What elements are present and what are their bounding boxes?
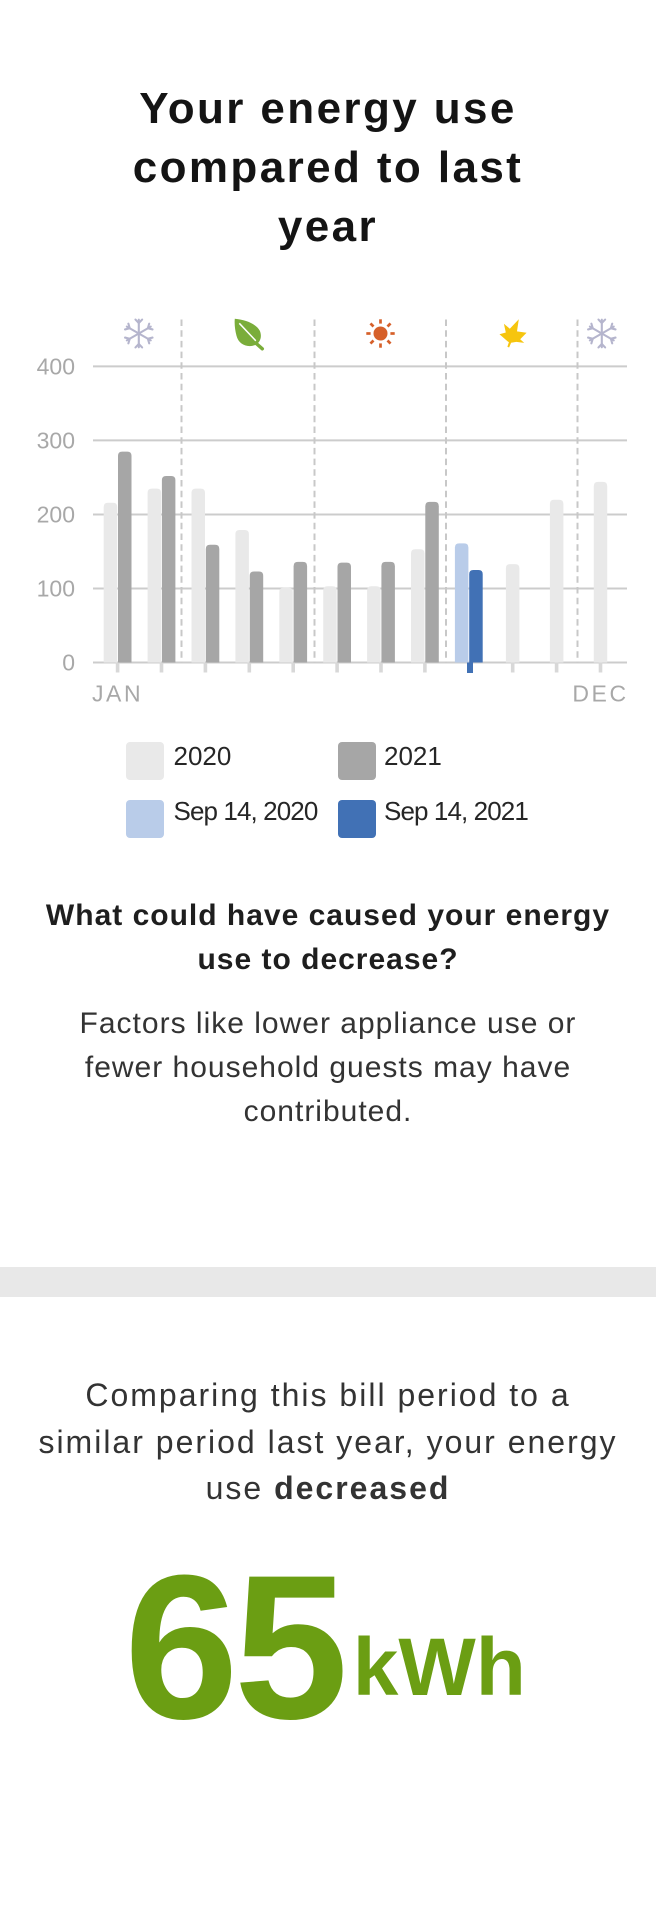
svg-text:JAN: JAN — [92, 681, 143, 707]
svg-text:300: 300 — [37, 427, 75, 453]
svg-text:DEC: DEC — [572, 681, 628, 707]
svg-text:0: 0 — [62, 650, 75, 676]
svg-text:200: 200 — [37, 502, 75, 528]
svg-text:100: 100 — [37, 576, 75, 602]
svg-text:400: 400 — [37, 353, 75, 379]
